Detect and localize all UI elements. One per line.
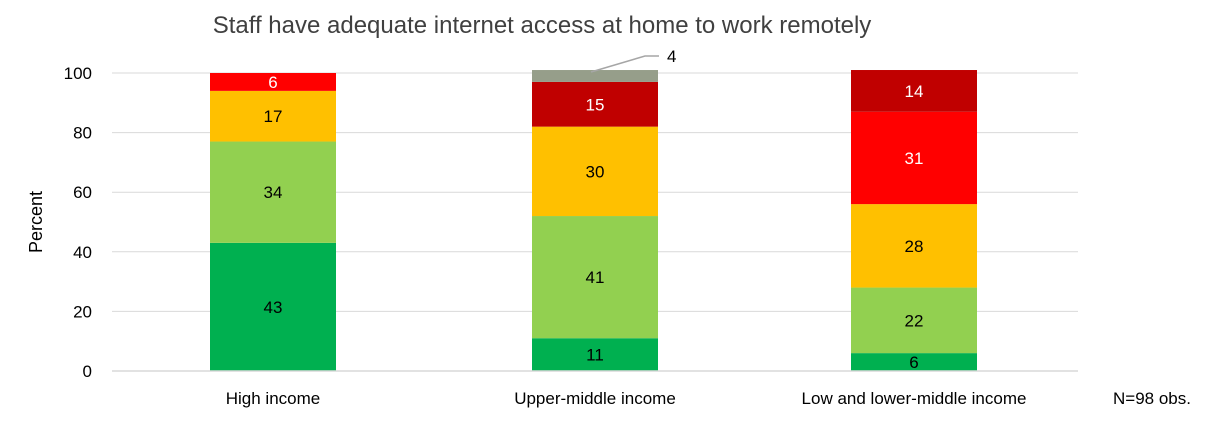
bar-segment	[851, 204, 977, 288]
data-label: 15	[586, 95, 605, 114]
bar-segment	[210, 242, 336, 371]
data-label: 30	[586, 162, 605, 181]
data-label: 11	[586, 346, 604, 365]
x-tick-label: High income	[226, 389, 321, 408]
data-label: 34	[264, 183, 283, 202]
data-label: 17	[264, 107, 283, 126]
bar-segment	[532, 216, 658, 339]
data-label: 31	[905, 149, 924, 168]
y-axis-label: Percent	[26, 191, 46, 253]
bar-segment	[851, 111, 977, 205]
y-tick-label: 20	[73, 302, 92, 321]
y-tick-label: 0	[83, 362, 92, 381]
chart-title: Staff have adequate internet access at h…	[213, 12, 872, 39]
sample-size-note: N=98 obs.	[1113, 389, 1191, 408]
bar-segment	[210, 73, 336, 91]
data-label: 4	[667, 47, 676, 66]
data-label: 14	[905, 82, 924, 101]
bar-segment	[851, 70, 977, 112]
data-label: 43	[264, 298, 283, 317]
bar-segment	[532, 126, 658, 217]
bar-segment	[532, 81, 658, 127]
bar-segment	[851, 353, 977, 371]
bar-segment	[851, 287, 977, 354]
y-tick-label: 60	[73, 183, 92, 202]
bar-segment	[210, 141, 336, 243]
callout-leader-line	[590, 55, 659, 73]
y-tick-label: 40	[73, 243, 92, 262]
data-label: 6	[909, 353, 918, 372]
bar-segment	[210, 90, 336, 142]
data-label: 28	[905, 237, 924, 256]
bar-segment	[532, 338, 658, 371]
data-label: 6	[268, 73, 277, 92]
bar-segment	[532, 70, 658, 82]
data-label: 22	[905, 311, 924, 330]
y-tick-label: 80	[73, 124, 92, 143]
data-label: 41	[586, 268, 605, 287]
y-tick-label: 100	[64, 64, 92, 83]
x-tick-label: Low and lower-middle income	[802, 389, 1027, 408]
x-tick-label: Upper-middle income	[514, 389, 676, 408]
